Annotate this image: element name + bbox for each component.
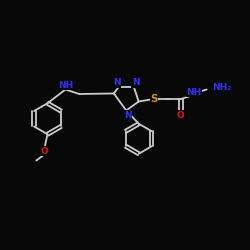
Text: N: N <box>113 78 121 87</box>
Text: O: O <box>41 146 48 156</box>
Text: O: O <box>177 111 185 120</box>
Text: NH: NH <box>58 80 74 90</box>
Text: NH: NH <box>186 88 202 96</box>
Text: NH₂: NH₂ <box>212 83 232 92</box>
Text: N: N <box>132 78 140 87</box>
Text: N: N <box>124 110 131 120</box>
Text: S: S <box>150 94 158 104</box>
